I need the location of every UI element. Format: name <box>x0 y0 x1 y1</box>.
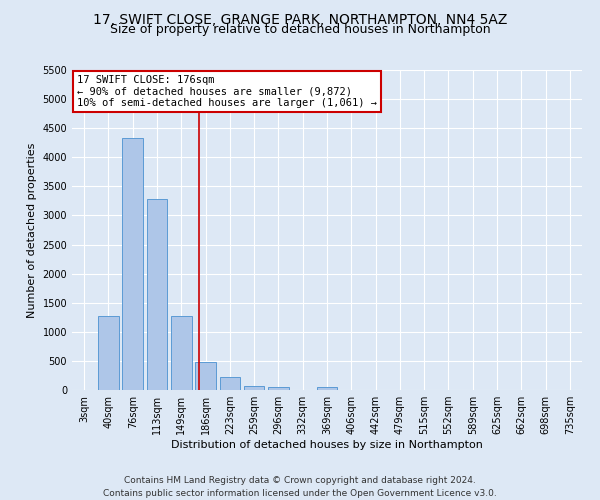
Bar <box>98 316 119 390</box>
Text: Contains HM Land Registry data © Crown copyright and database right 2024.
Contai: Contains HM Land Registry data © Crown c… <box>103 476 497 498</box>
Bar <box>171 316 191 390</box>
Text: 17, SWIFT CLOSE, GRANGE PARK, NORTHAMPTON, NN4 5AZ: 17, SWIFT CLOSE, GRANGE PARK, NORTHAMPTO… <box>93 12 507 26</box>
Y-axis label: Number of detached properties: Number of detached properties <box>27 142 37 318</box>
Bar <box>122 138 143 390</box>
Text: 17 SWIFT CLOSE: 176sqm
← 90% of detached houses are smaller (9,872)
10% of semi-: 17 SWIFT CLOSE: 176sqm ← 90% of detached… <box>77 75 377 108</box>
Bar <box>317 386 337 390</box>
Bar <box>220 378 240 390</box>
Bar <box>268 387 289 390</box>
Bar <box>195 362 216 390</box>
X-axis label: Distribution of detached houses by size in Northampton: Distribution of detached houses by size … <box>171 440 483 450</box>
Bar <box>244 386 265 390</box>
Text: Size of property relative to detached houses in Northampton: Size of property relative to detached ho… <box>110 22 490 36</box>
Bar <box>146 198 167 390</box>
